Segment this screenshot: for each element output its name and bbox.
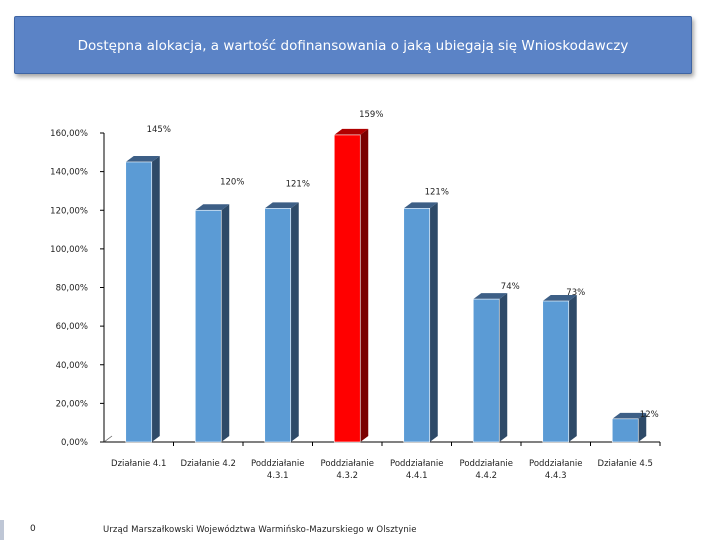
title-banner: Dostępna alokacja, a wartość dofinansowa… bbox=[14, 16, 692, 74]
bar-side bbox=[429, 202, 438, 442]
footer: 0 Urząd Marszałkowski Województwa Warmiń… bbox=[0, 520, 720, 540]
y-tick-label: 20,00% bbox=[56, 399, 88, 409]
x-category-label: Działanie 4.1 bbox=[111, 459, 166, 469]
data-label: 159% bbox=[359, 110, 383, 120]
bar-side bbox=[360, 128, 369, 442]
x-category-label: Działanie 4.2 bbox=[181, 459, 236, 469]
bar-side bbox=[499, 293, 508, 442]
bar-top bbox=[612, 412, 647, 419]
bar-top bbox=[195, 204, 230, 211]
x-category-label: 4.3.2 bbox=[336, 471, 358, 481]
bar bbox=[403, 208, 431, 443]
slide-number: 0 bbox=[30, 524, 36, 534]
y-tick-label: 120,00% bbox=[50, 206, 88, 216]
x-category-label: 4.4.2 bbox=[475, 471, 497, 481]
x-category-label: 4.4.1 bbox=[406, 471, 428, 481]
bar-top bbox=[264, 202, 299, 209]
data-label: 121% bbox=[286, 179, 310, 189]
x-category-label: 4.4.3 bbox=[545, 471, 567, 481]
data-label: 121% bbox=[425, 187, 449, 197]
bar bbox=[125, 161, 153, 443]
bar-side bbox=[151, 155, 160, 442]
y-tick-label: 40,00% bbox=[56, 361, 88, 371]
bar-top bbox=[403, 202, 438, 209]
x-category-label: Poddziałanie bbox=[460, 459, 513, 469]
data-label: 73% bbox=[566, 288, 585, 298]
bar bbox=[472, 298, 500, 443]
organization-name: Urząd Marszałkowski Województwa Warmińsk… bbox=[103, 525, 417, 535]
y-tick-label: 80,00% bbox=[56, 284, 88, 294]
bar bbox=[194, 209, 222, 443]
bar bbox=[333, 134, 361, 443]
bar-top bbox=[473, 293, 508, 300]
y-tick-label: 0,00% bbox=[61, 438, 88, 448]
x-category-label: Poddziałanie bbox=[251, 459, 304, 469]
x-category-label: Poddziałanie bbox=[390, 459, 443, 469]
x-category-label: Poddziałanie bbox=[529, 459, 582, 469]
data-label: 120% bbox=[220, 177, 244, 187]
bar-chart: 0,00% 20,00% 40,00% 60,00% 80,00% 100,00% 120,… bbox=[50, 110, 661, 481]
data-label: 12% bbox=[640, 410, 659, 420]
y-tick-label: 160,00% bbox=[50, 129, 88, 139]
bar-side bbox=[568, 295, 577, 442]
y-tick-label: 140,00% bbox=[50, 168, 88, 178]
chart-title: Dostępna alokacja, a wartość dofinansowa… bbox=[77, 38, 629, 54]
bar bbox=[542, 300, 570, 443]
bar-side bbox=[290, 202, 299, 442]
floor-edge bbox=[103, 435, 113, 443]
y-tick-label: 100,00% bbox=[50, 245, 88, 255]
x-category-label: 4.3.1 bbox=[267, 471, 289, 481]
bar-top bbox=[125, 155, 160, 162]
bar-side bbox=[221, 204, 230, 442]
bar bbox=[611, 418, 639, 443]
data-label: 74% bbox=[501, 282, 520, 292]
y-tick-label: 60,00% bbox=[56, 322, 88, 332]
x-category-label: Poddziałanie bbox=[321, 459, 374, 469]
footer-accent bbox=[0, 520, 4, 540]
bar bbox=[264, 208, 292, 443]
bar-top bbox=[542, 295, 577, 302]
data-label: 145% bbox=[147, 125, 171, 135]
x-category-label: Działanie 4.5 bbox=[598, 459, 653, 469]
bar-top bbox=[334, 128, 369, 135]
bar-side bbox=[638, 412, 647, 442]
